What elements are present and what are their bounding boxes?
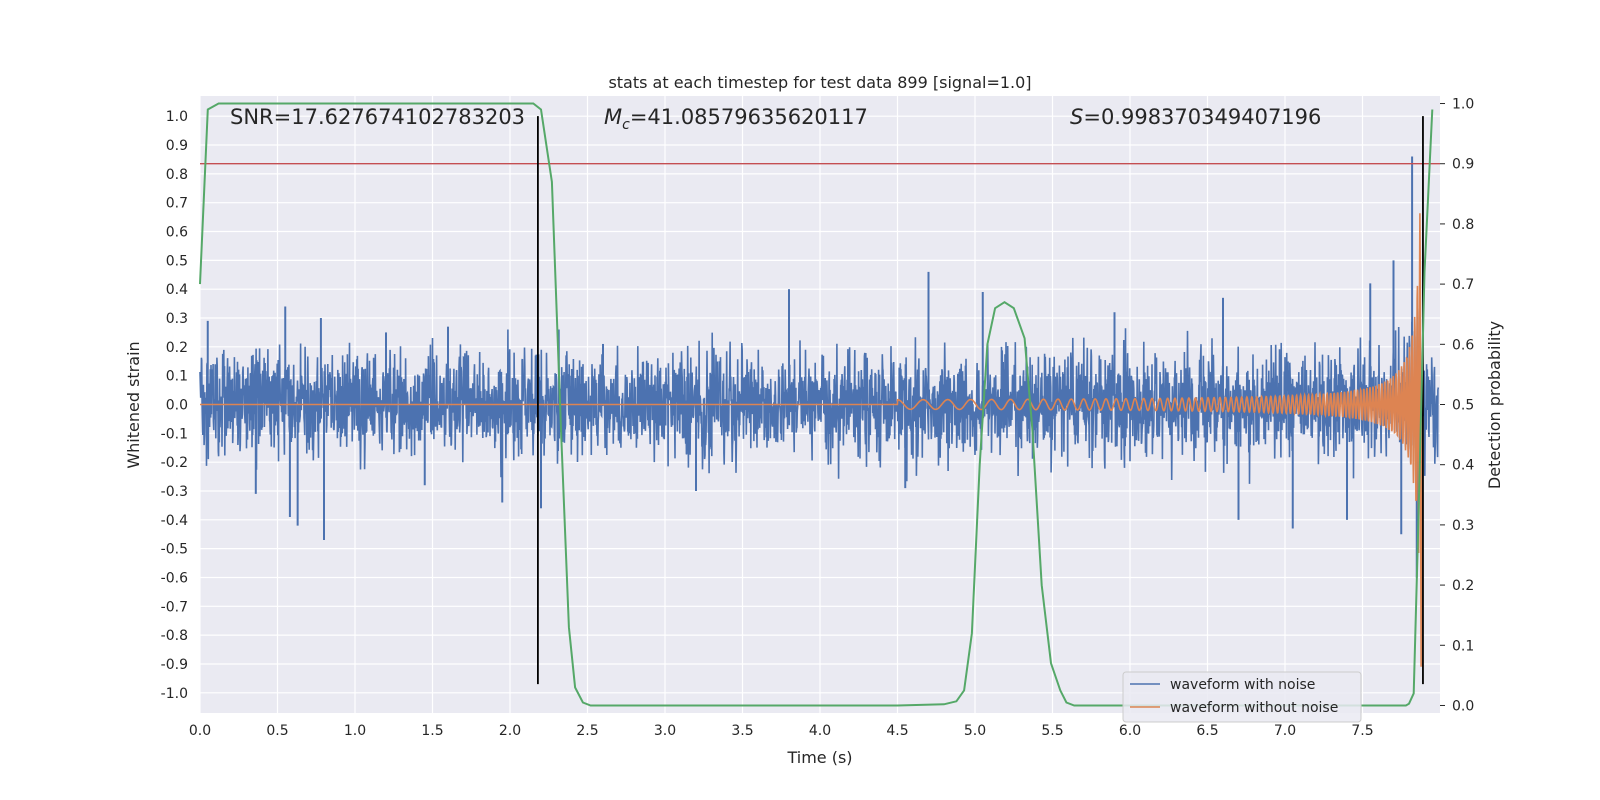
- y-tick-label: -0.2: [161, 455, 188, 471]
- y-axis-ticks: 1.0 0.9 0.8 0.7 0.6 0.5 0.4 0.3 0.2 0.1 0.0 -0.1 -0.…: [161, 109, 188, 702]
- y-tick-label: -0.1: [161, 426, 188, 442]
- chirp-mass-symbol: M: [604, 105, 622, 129]
- x-tick-label: 4.5: [886, 723, 908, 739]
- x-axis-label: Time (s): [786, 748, 852, 767]
- chirp-mass-annotation: Mc=41.08579635620117: [604, 105, 868, 133]
- x-axis-ticks: 0.0 0.5 1.0 1.5 2.0 2.5 3.0 3.5 4.0 4.5 5.0 5.5 6.0 6…: [189, 723, 1374, 739]
- y2-tick-label: 0.8: [1452, 217, 1474, 233]
- y2-axis-ticks: 1.0 0.9 0.8 0.7 0.6 0.5 0.4 0.3 0.2 0.1 0.0: [1440, 97, 1474, 714]
- y2-tick-label: 1.0: [1452, 97, 1474, 113]
- s-value: =0.998370349407196: [1083, 105, 1321, 129]
- y-tick-label: -1.0: [161, 686, 188, 702]
- y2-tick-label: 0.1: [1452, 638, 1474, 654]
- y-axis-label: Whitened strain: [124, 341, 143, 468]
- x-tick-label: 7.0: [1274, 723, 1296, 739]
- legend-box: [1122, 671, 1362, 723]
- y-tick-label: 0.7: [166, 196, 188, 212]
- y-tick-label: 0.0: [166, 398, 188, 414]
- y-tick-label: 0.3: [166, 311, 188, 327]
- y-tick-label: 0.2: [166, 340, 188, 356]
- x-tick-label: 0.5: [266, 723, 288, 739]
- x-tick-label: 2.5: [576, 723, 598, 739]
- y-tick-label: 0.4: [166, 282, 188, 298]
- chirp-mass-subscript: c: [622, 117, 630, 133]
- x-tick-label: 3.0: [654, 723, 676, 739]
- x-tick-label: 6.5: [1196, 723, 1218, 739]
- s-annotation: S=0.998370349407196: [1070, 105, 1321, 129]
- y2-tick-label: 0.9: [1452, 157, 1474, 173]
- y-tick-label: 0.8: [166, 167, 188, 183]
- x-tick-label: 2.0: [499, 723, 521, 739]
- y-tick-label: 1.0: [166, 109, 188, 125]
- y2-tick-label: 0.2: [1452, 578, 1474, 594]
- y2-tick-label: 0.0: [1452, 698, 1474, 714]
- y-tick-label: -0.6: [161, 570, 188, 586]
- y-tick-label: -0.9: [161, 657, 188, 673]
- y-tick-label: -0.8: [161, 628, 188, 644]
- legend: waveform with noise waveform without noi…: [1122, 671, 1362, 723]
- snr-annotation: SNR=17.627674102783203: [230, 105, 525, 129]
- y2-tick-label: 0.7: [1452, 277, 1474, 293]
- y2-tick-label: 0.3: [1452, 518, 1474, 534]
- x-tick-label: 7.5: [1351, 723, 1373, 739]
- legend-label-noise: waveform with noise: [1170, 677, 1315, 693]
- legend-label-clean: waveform without noise: [1170, 700, 1338, 716]
- x-tick-label: 6.0: [1119, 723, 1141, 739]
- s-symbol: S: [1070, 105, 1083, 129]
- x-tick-label: 3.5: [731, 723, 753, 739]
- y-tick-label: -0.4: [161, 513, 188, 529]
- x-tick-label: 1.5: [421, 723, 443, 739]
- x-tick-label: 0.0: [189, 723, 211, 739]
- clean-waveform-line: [200, 213, 1423, 667]
- y2-axis-label: Detection probability: [1485, 321, 1504, 489]
- y-tick-label: 0.9: [166, 138, 188, 154]
- y-tick-label: -0.7: [161, 599, 188, 615]
- y2-tick-label: 0.5: [1452, 398, 1474, 414]
- y-tick-label: 0.5: [166, 253, 188, 269]
- x-tick-label: 5.0: [964, 723, 986, 739]
- y-tick-label: -0.3: [161, 484, 188, 500]
- reference-lines: [200, 116, 1440, 685]
- x-tick-label: 4.0: [809, 723, 831, 739]
- y-tick-label: -0.5: [161, 542, 188, 558]
- x-tick-label: 1.0: [344, 723, 366, 739]
- chirp-mass-value: =41.08579635620117: [630, 105, 868, 129]
- y-tick-label: 0.1: [166, 369, 188, 385]
- y-tick-label: 0.6: [166, 225, 188, 241]
- y2-tick-label: 0.4: [1452, 458, 1474, 474]
- clean-waveform-series: [200, 213, 1423, 667]
- chart-title: stats at each timestep for test data 899…: [608, 73, 1031, 92]
- y2-tick-label: 0.6: [1452, 337, 1474, 353]
- x-tick-label: 5.5: [1041, 723, 1063, 739]
